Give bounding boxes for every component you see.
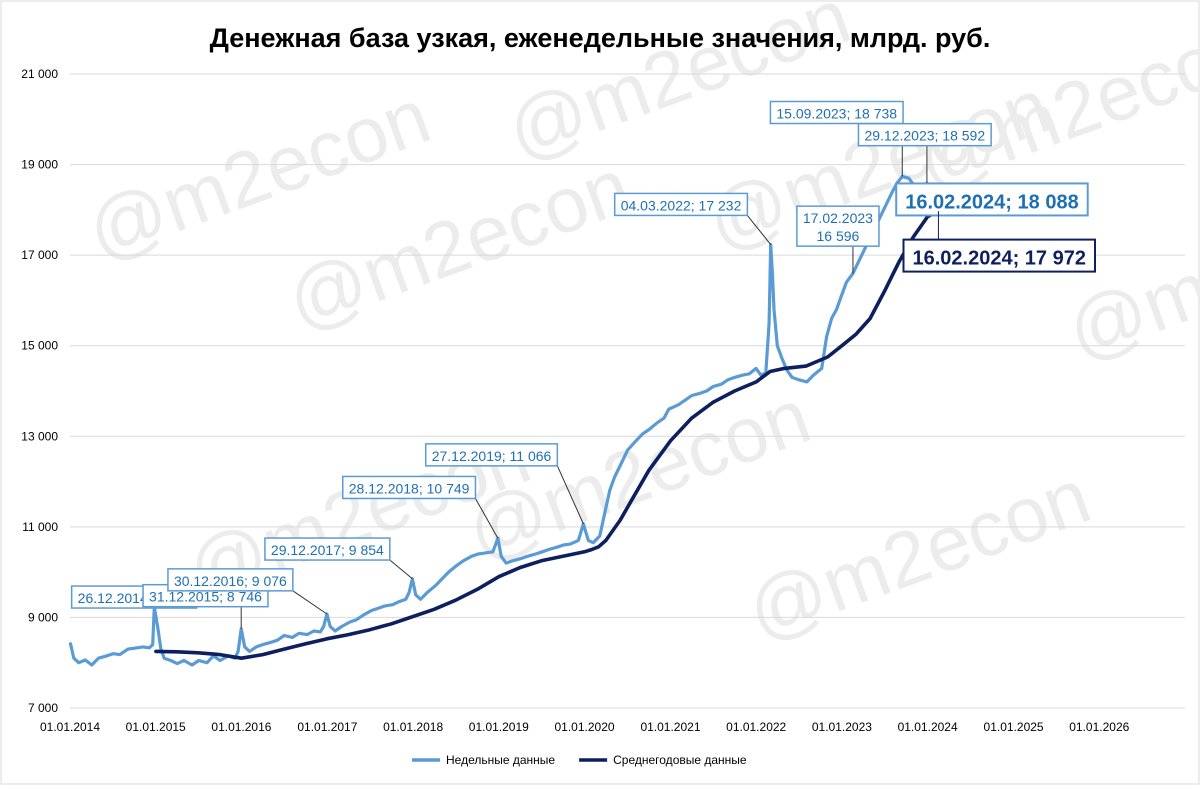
x-tick-label: 01.01.2026 — [1069, 720, 1129, 734]
legend-label: Среднегодовые данные — [613, 753, 747, 767]
callout-box — [264, 537, 391, 561]
x-tick-label: 01.01.2024 — [898, 720, 958, 734]
callout-box — [613, 192, 749, 217]
x-axis: 01.01.2014 01.01.2015 01.01.2016 01.01.2017… — [40, 720, 1130, 734]
y-tick-label: 11 000 — [22, 520, 58, 534]
callout-box — [857, 122, 992, 147]
y-tick-label: 9 000 — [28, 610, 58, 624]
callout-leader-line — [389, 559, 413, 580]
data-label-callout: 27.12.2019; 11 066 — [424, 443, 584, 525]
x-tick-label: 01.01.2025 — [984, 720, 1044, 734]
callout-box — [424, 443, 559, 467]
y-axis: 7 000 9 000 11 000 13 000 15 000 17 000 19 000… — [21, 67, 58, 715]
average-series-line — [154, 209, 941, 660]
callout-text: 16.02.2024; 18 088 — [905, 191, 1079, 213]
callout-text: 31.12.2015; 8 746 — [149, 589, 262, 605]
callout-box — [796, 205, 880, 247]
weekly-series-line — [68, 174, 940, 667]
callout-text: 28.12.2018; 10 749 — [349, 480, 470, 496]
callout-box — [769, 100, 904, 125]
callout-leader-line — [556, 465, 584, 525]
x-tick-label: 01.01.2023 — [812, 720, 872, 734]
x-tick-label: 01.01.2020 — [554, 720, 614, 734]
x-tick-label: 01.01.2018 — [383, 720, 443, 734]
data-label-callout: 30.12.2016; 9 076 — [167, 568, 328, 615]
callout-leader-line — [746, 215, 772, 245]
data-label-callout: 29.12.2017; 9 854 — [264, 537, 413, 580]
callout-text: 17.02.2023 — [803, 210, 873, 226]
callout-text: 29.12.2023; 18 592 — [864, 128, 985, 144]
data-label-callout: 17.02.2023 16 596 — [796, 205, 880, 274]
series-layer — [68, 174, 941, 667]
x-tick-label: 01.01.2019 — [469, 720, 529, 734]
data-label-callout: 16.02.2024; 17 972 — [902, 211, 1096, 273]
callout-text: 04.03.2022; 17 232 — [621, 197, 742, 213]
callout-box — [342, 475, 477, 500]
callout-text: 16.02.2024; 17 972 — [912, 248, 1086, 270]
legend: Недельные данные Среднегодовые данные — [412, 753, 747, 767]
x-tick-label: 01.01.2014 — [40, 720, 100, 734]
data-label-callout: 04.03.2022; 17 232 — [613, 192, 772, 245]
x-tick-label: 01.01.2015 — [126, 720, 186, 734]
legend-weekly: Недельные данные — [412, 753, 555, 767]
callout-box — [167, 568, 294, 592]
data-label-callout: 15.09.2023; 18 738 — [769, 100, 904, 177]
callout-text: 15.09.2023; 18 738 — [776, 105, 897, 121]
data-label-callout: 16.02.2024; 18 088 — [895, 182, 1089, 217]
data-label-callout: 29.12.2023; 18 592 — [857, 122, 992, 184]
x-tick-label: 01.01.2021 — [640, 720, 700, 734]
y-tick-label: 15 000 — [21, 339, 58, 353]
callout-text: 27.12.2019; 11 066 — [432, 448, 552, 464]
callout-leader-line — [475, 498, 499, 539]
y-tick-label: 7 000 — [28, 701, 58, 715]
callout-leader-line — [292, 590, 328, 615]
legend-label: Недельные данные — [446, 753, 555, 767]
callout-box — [902, 238, 1096, 273]
y-tick-label: 19 000 — [21, 158, 58, 172]
callout-text: 30.12.2016; 9 076 — [174, 573, 287, 589]
y-tick-label: 21 000 — [21, 67, 58, 81]
y-tick-label: 13 000 — [21, 429, 58, 443]
callout-text: 16 596 — [816, 228, 859, 244]
callout-text: 29.12.2017; 9 854 — [271, 542, 384, 558]
x-tick-label: 01.01.2017 — [297, 720, 357, 734]
x-tick-label: 01.01.2016 — [211, 720, 271, 734]
chart-title: Денежная база узкая, еженедельные значен… — [210, 23, 991, 53]
legend-average: Среднегодовые данные — [579, 753, 747, 767]
callout-box — [895, 182, 1089, 217]
x-tick-label: 01.01.2022 — [726, 720, 786, 734]
y-tick-label: 17 000 — [21, 248, 58, 262]
data-label-callout: 28.12.2018; 10 749 — [342, 475, 499, 539]
